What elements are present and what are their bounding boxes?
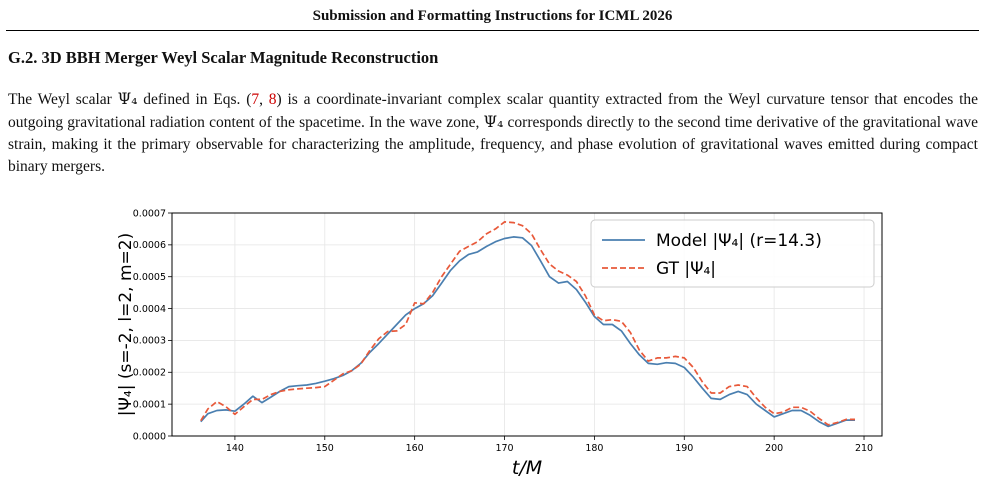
equation-ref-8[interactable]: 8: [268, 91, 277, 108]
y-tick-label: 0.0004: [133, 304, 166, 315]
body-paragraph: The Weyl scalar Ψ₄ defined in Eqs. (7, 8…: [8, 88, 978, 178]
paragraph-text-2: defined in Eqs. (: [137, 91, 252, 108]
y-tick-label: 0.0006: [133, 240, 166, 251]
x-tick-label: 140: [226, 443, 244, 454]
weyl-scalar-chart: 140 150 160 170 180 190 200 210 0.0000 0.0001 0.00…: [116, 208, 883, 479]
paragraph-text-1: The Weyl scalar: [8, 91, 118, 108]
paragraph-text-4: corresponds directly to the second time …: [8, 114, 979, 175]
x-tick-label: 170: [495, 443, 513, 454]
y-tick-label: 0.0002: [133, 368, 166, 379]
x-axis-label: t/M: [512, 457, 542, 479]
x-tick-label: 150: [316, 443, 334, 454]
legend: Model |Ψ₄| (r=14.3) GT |Ψ₄|: [590, 219, 875, 288]
psi4-symbol: Ψ₄: [117, 90, 138, 108]
series-gt-line: [200, 221, 855, 426]
ticks: 140 150 160 170 180 190 200 210 0.0000 0.0001 0.00…: [133, 208, 873, 454]
paragraph-comma: ,: [259, 91, 269, 108]
legend-entry-gt: GT |Ψ₄|: [656, 259, 716, 279]
x-tick-label: 190: [675, 443, 693, 454]
header-rule: [6, 30, 979, 31]
x-tick-label: 210: [855, 443, 873, 454]
y-tick-label: 0.0003: [133, 336, 166, 347]
series: [200, 221, 855, 428]
series-model-line: [200, 236, 855, 428]
plot-frame: [171, 212, 883, 437]
x-tick-label: 160: [406, 443, 424, 454]
section-title: G.2. 3D BBH Merger Weyl Scalar Magnitude…: [8, 48, 439, 67]
y-axis-label: |Ψ₄| (s=-2, l=2, m=2): [116, 233, 136, 416]
equation-ref-7[interactable]: 7: [251, 91, 260, 108]
x-tick-label: 200: [765, 443, 783, 454]
figure: 140 150 160 170 180 190 200 210 0.0000 0.0001 0.00…: [0, 200, 985, 490]
running-header: Submission and Formatting Instructions f…: [312, 8, 673, 24]
y-tick-label: 0.0000: [133, 431, 166, 442]
psi4-symbol: Ψ₄: [483, 113, 504, 131]
y-tick-label: 0.0001: [133, 399, 166, 410]
legend-box: [590, 219, 875, 288]
legend-entry-model: Model |Ψ₄| (r=14.3): [656, 231, 822, 251]
y-tick-label: 0.0007: [133, 208, 166, 219]
y-tick-label: 0.0005: [133, 272, 166, 283]
x-tick-label: 180: [585, 443, 603, 454]
paragraph-text-3: ) is a coordinate-invariant complex scal…: [8, 91, 979, 131]
